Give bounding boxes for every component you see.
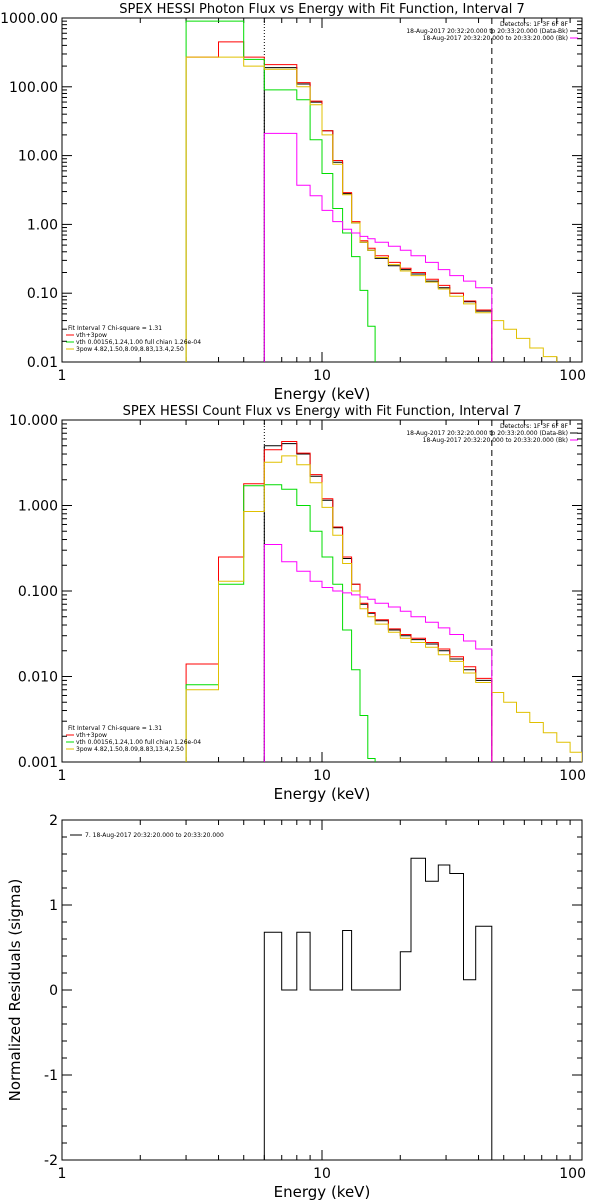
chart-title: SPEX HESSI Count Flux vs Energy with Fit… — [123, 404, 522, 419]
chart-panel-1: SPEX HESSI Photon Flux vs Energy with Fi… — [0, 2, 586, 403]
series-line-vth-3pow — [185, 441, 493, 762]
y-tick-label: 0.100 — [18, 584, 58, 600]
y-tick-label: 10.00 — [18, 149, 58, 165]
legend-text: vth 0.00156,1.24,1.00 full chian 1.26e-0… — [76, 339, 201, 346]
legend-text: vth+3pow — [76, 332, 107, 339]
plot-frame — [61, 17, 583, 363]
y-tick-label: 100.00 — [9, 80, 58, 96]
y-tick-label: 10.000 — [9, 413, 58, 429]
series-line-bk — [263, 544, 493, 762]
y-tick-label: 0.001 — [18, 755, 58, 771]
series-line-3pow — [185, 56, 558, 362]
legend-text: vth 0.00156,1.24,1.00 full chian 1.26e-0… — [76, 739, 201, 746]
y-tick-label: -1 — [44, 1068, 58, 1084]
y-tick-label: 1 — [49, 898, 58, 914]
x-axis-label: Energy (keV) — [274, 785, 371, 803]
legend-text: Fit Interval 7 Chi-square = 1.31 — [68, 725, 162, 732]
legend-text: Detectors: 1F 3F 6F 8F — [500, 423, 569, 430]
x-tick-label: 1 — [58, 1166, 67, 1182]
chart-title: SPEX HESSI Photon Flux vs Energy with Fi… — [119, 2, 525, 17]
y-tick-label: 1.00 — [27, 217, 58, 233]
x-tick-label: 1 — [58, 368, 67, 384]
legend-text: 18-Aug-2017 20:32:20.000 to 20:33:20.000… — [423, 35, 568, 42]
legend-text: 7. 18-Aug-2017 20:32:20.000 to 20:33:20.… — [85, 832, 224, 839]
y-tick-label: 1.000 — [18, 499, 58, 515]
legend-text: vth+3pow — [76, 732, 107, 739]
y-tick-label: 2 — [49, 813, 58, 829]
y-tick-label: 0.10 — [27, 286, 58, 302]
x-tick-label: 100 — [559, 1166, 586, 1182]
x-axis-label: Energy (keV) — [274, 385, 371, 403]
y-tick-label: 1000.00 — [0, 11, 58, 27]
legend-text: Detectors: 1F 3F 6F 8F — [500, 21, 569, 28]
series-line-3pow — [185, 455, 582, 762]
x-tick-label: 10 — [313, 768, 331, 784]
legend-text: 18-Aug-2017 20:32:20.000 to 20:33:20.000… — [423, 437, 568, 444]
series-line-7 — [263, 857, 493, 1160]
legend-text: 3pow 4.82,1.50,8.09,8.83,13.4,2.50 — [76, 746, 184, 753]
x-tick-label: 100 — [559, 368, 586, 384]
plot-frame — [61, 419, 583, 763]
series-line-data-bk — [263, 67, 493, 362]
x-axis-label: Energy (keV) — [274, 1183, 371, 1200]
legend-text: 18-Aug-2017 20:32:20.000 to 20:33:20.000… — [406, 28, 568, 35]
chart-panel-2: SPEX HESSI Count Flux vs Energy with Fit… — [9, 404, 586, 803]
y-tick-label: -2 — [44, 1153, 58, 1169]
x-tick-label: 1 — [58, 768, 67, 784]
y-tick-label: 0.01 — [27, 355, 58, 371]
x-tick-label: 10 — [313, 368, 331, 384]
y-tick-label: 0 — [49, 983, 58, 999]
series-line-vth — [185, 20, 389, 362]
series-line-vth — [185, 484, 376, 762]
y-axis-label: Normalized Residuals (sigma) — [6, 879, 24, 1102]
x-tick-label: 100 — [559, 768, 586, 784]
y-tick-label: 0.010 — [18, 670, 58, 686]
series-line-vth-3pow — [185, 41, 493, 362]
legend-text: Fit Interval 7 Chi-square = 1.31 — [68, 325, 162, 332]
legend-text: 3pow 4.82,1.50,8.09,8.83,13.4,2.50 — [76, 346, 184, 353]
series-line-bk — [263, 132, 493, 362]
legend-text: 18-Aug-2017 20:32:20.000 to 20:33:20.000… — [406, 430, 568, 437]
x-tick-label: 10 — [313, 1166, 331, 1182]
